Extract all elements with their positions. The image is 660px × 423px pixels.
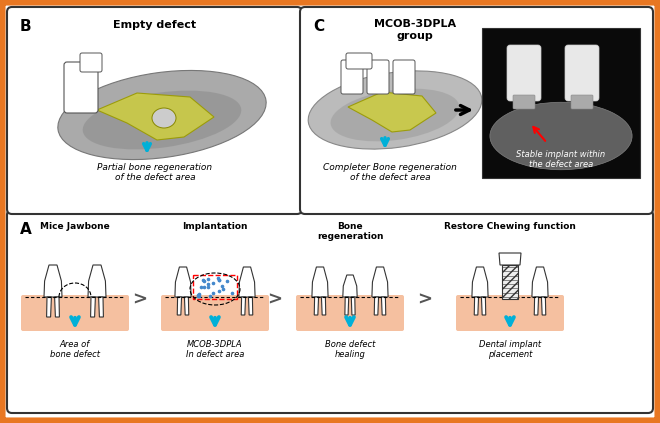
FancyBboxPatch shape	[341, 60, 363, 94]
Polygon shape	[242, 297, 246, 315]
Polygon shape	[374, 297, 379, 315]
Ellipse shape	[58, 71, 266, 159]
Polygon shape	[351, 297, 355, 315]
Ellipse shape	[331, 89, 459, 141]
Polygon shape	[178, 297, 182, 315]
FancyBboxPatch shape	[393, 60, 415, 94]
Polygon shape	[345, 297, 348, 315]
Polygon shape	[47, 297, 51, 317]
FancyBboxPatch shape	[64, 62, 98, 113]
Text: Empty defect: Empty defect	[114, 20, 197, 30]
Bar	[193, 275, 237, 299]
Polygon shape	[343, 275, 357, 297]
Polygon shape	[248, 297, 253, 315]
Text: Bone
regeneration: Bone regeneration	[317, 222, 383, 242]
Polygon shape	[184, 297, 189, 315]
Text: >: >	[418, 291, 432, 309]
Polygon shape	[55, 297, 59, 317]
Text: Partial bone regeneration
of the defect area: Partial bone regeneration of the defect …	[98, 163, 213, 182]
Bar	[502, 265, 518, 299]
Polygon shape	[372, 267, 388, 297]
Polygon shape	[97, 93, 214, 140]
FancyBboxPatch shape	[7, 210, 653, 413]
Text: MCOB-3DPLA
In defect area: MCOB-3DPLA In defect area	[186, 340, 244, 360]
Polygon shape	[481, 297, 486, 315]
Polygon shape	[348, 92, 436, 132]
Polygon shape	[175, 267, 191, 297]
Polygon shape	[499, 253, 521, 265]
Text: Implantation: Implantation	[182, 222, 248, 231]
FancyBboxPatch shape	[7, 7, 302, 214]
FancyBboxPatch shape	[346, 53, 372, 69]
Text: MCOB-3DPLA
group: MCOB-3DPLA group	[374, 19, 456, 41]
Text: Dental implant
placement: Dental implant placement	[479, 340, 541, 360]
Text: >: >	[267, 291, 282, 309]
Polygon shape	[381, 297, 385, 315]
FancyBboxPatch shape	[296, 295, 404, 331]
FancyBboxPatch shape	[80, 53, 102, 72]
Polygon shape	[534, 297, 539, 315]
FancyBboxPatch shape	[513, 95, 535, 109]
Polygon shape	[44, 265, 62, 297]
Polygon shape	[321, 297, 326, 315]
Text: C: C	[313, 19, 324, 34]
Polygon shape	[472, 267, 488, 297]
Polygon shape	[90, 297, 96, 317]
Text: B: B	[20, 19, 32, 34]
FancyBboxPatch shape	[456, 295, 564, 331]
FancyBboxPatch shape	[482, 28, 640, 178]
Text: >: >	[133, 291, 147, 309]
FancyBboxPatch shape	[565, 45, 599, 101]
FancyBboxPatch shape	[507, 45, 541, 101]
Polygon shape	[532, 267, 548, 297]
Ellipse shape	[82, 91, 242, 149]
Ellipse shape	[152, 108, 176, 128]
FancyBboxPatch shape	[21, 295, 129, 331]
FancyBboxPatch shape	[161, 295, 269, 331]
Polygon shape	[98, 297, 104, 317]
Text: Area of
bone defect: Area of bone defect	[50, 340, 100, 360]
Text: A: A	[20, 222, 32, 237]
Polygon shape	[88, 265, 106, 297]
FancyBboxPatch shape	[571, 95, 593, 109]
Text: Restore Chewing function: Restore Chewing function	[444, 222, 576, 231]
FancyBboxPatch shape	[367, 60, 389, 94]
Text: Stable implant within
the defect area: Stable implant within the defect area	[516, 150, 606, 169]
Polygon shape	[239, 267, 255, 297]
Ellipse shape	[308, 71, 482, 149]
Polygon shape	[314, 297, 319, 315]
Ellipse shape	[490, 102, 632, 170]
Text: Mice Jawbone: Mice Jawbone	[40, 222, 110, 231]
Polygon shape	[312, 267, 328, 297]
Polygon shape	[475, 297, 478, 315]
Text: Completer Bone regeneration
of the defect area: Completer Bone regeneration of the defec…	[323, 163, 457, 182]
FancyBboxPatch shape	[300, 7, 653, 214]
Text: Bone defect
healing: Bone defect healing	[325, 340, 375, 360]
Polygon shape	[541, 297, 546, 315]
